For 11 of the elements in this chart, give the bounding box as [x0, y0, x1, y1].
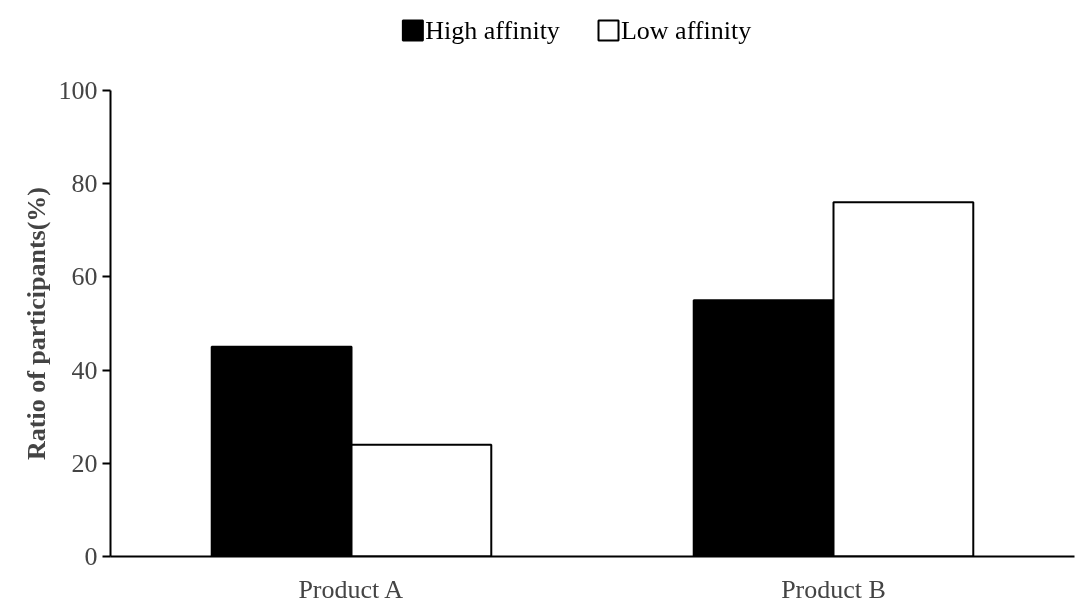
y-tick-label: 20 [71, 448, 98, 478]
x-tick-label: Product A [298, 574, 404, 604]
y-tick-label: 0 [84, 542, 98, 571]
legend-label: Low affinity [620, 16, 752, 45]
y-tick-label: 100 [58, 76, 98, 105]
y-tick-label: 60 [71, 262, 98, 292]
y-axis-title: Ratio of participants(%) [21, 187, 51, 460]
x-tick-label: Product B [781, 574, 886, 604]
y-tick-label: 80 [71, 169, 98, 199]
legend-label: High affinity [425, 16, 560, 45]
y-tick-label: 40 [71, 355, 98, 385]
